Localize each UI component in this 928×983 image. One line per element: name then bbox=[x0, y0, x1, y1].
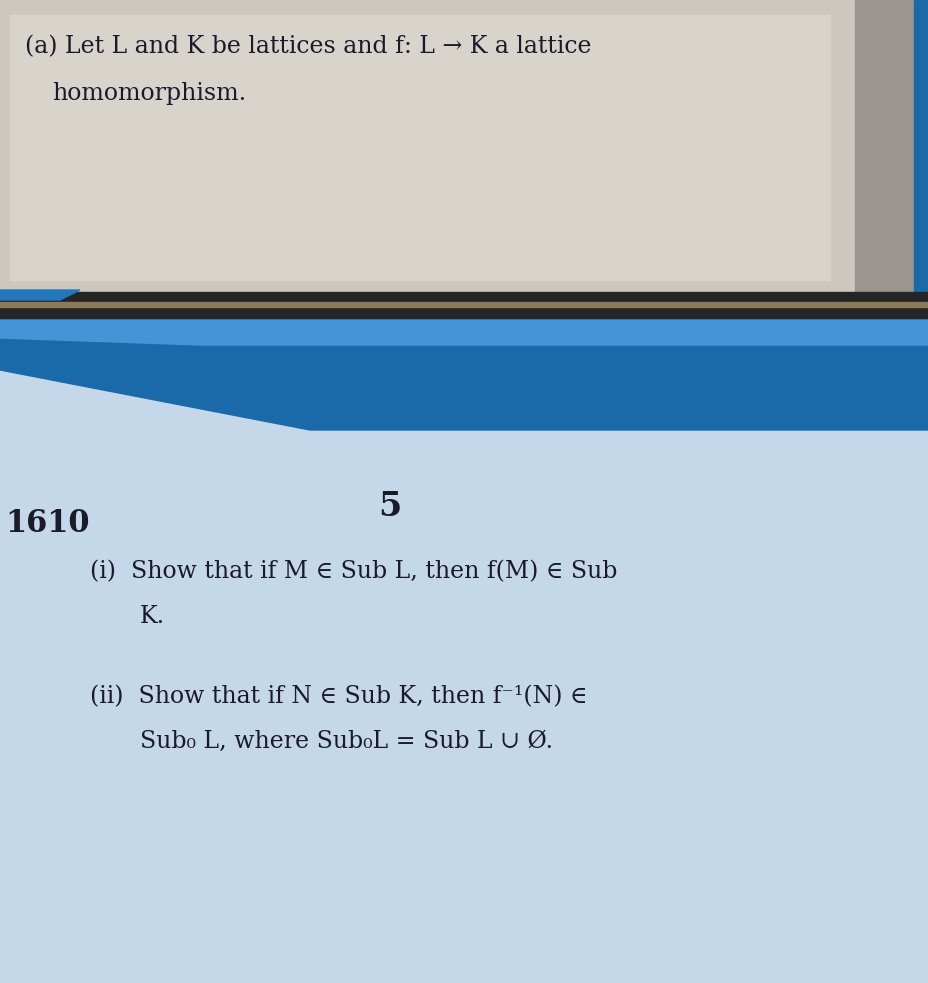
Text: K.: K. bbox=[140, 605, 165, 628]
Text: (ii)  Show that if N ∈ Sub K, then f⁻¹(N) ∈: (ii) Show that if N ∈ Sub K, then f⁻¹(N)… bbox=[90, 685, 586, 708]
Bar bbox=[854, 0, 928, 300]
Polygon shape bbox=[0, 320, 928, 430]
Bar bbox=[10, 15, 829, 280]
Bar bbox=[0, 0, 928, 300]
Text: (a) Let L and K be lattices and f: L → K a lattice: (a) Let L and K be lattices and f: L → K… bbox=[25, 35, 591, 58]
Text: 1610: 1610 bbox=[5, 508, 89, 539]
Bar bbox=[0, 302, 928, 307]
Text: 5: 5 bbox=[378, 490, 401, 523]
Text: homomorphism.: homomorphism. bbox=[52, 82, 246, 105]
Polygon shape bbox=[0, 290, 80, 300]
Text: Sub₀ L, where Sub₀L = Sub L ∪ Ø.: Sub₀ L, where Sub₀L = Sub L ∪ Ø. bbox=[140, 730, 552, 753]
Bar bbox=[913, 0, 928, 300]
Polygon shape bbox=[0, 320, 928, 345]
Bar bbox=[0, 292, 928, 320]
Text: (i)  Show that if M ∈ Sub L, then f(M) ∈ Sub: (i) Show that if M ∈ Sub L, then f(M) ∈ … bbox=[90, 560, 617, 583]
Bar bbox=[0, 0, 854, 295]
